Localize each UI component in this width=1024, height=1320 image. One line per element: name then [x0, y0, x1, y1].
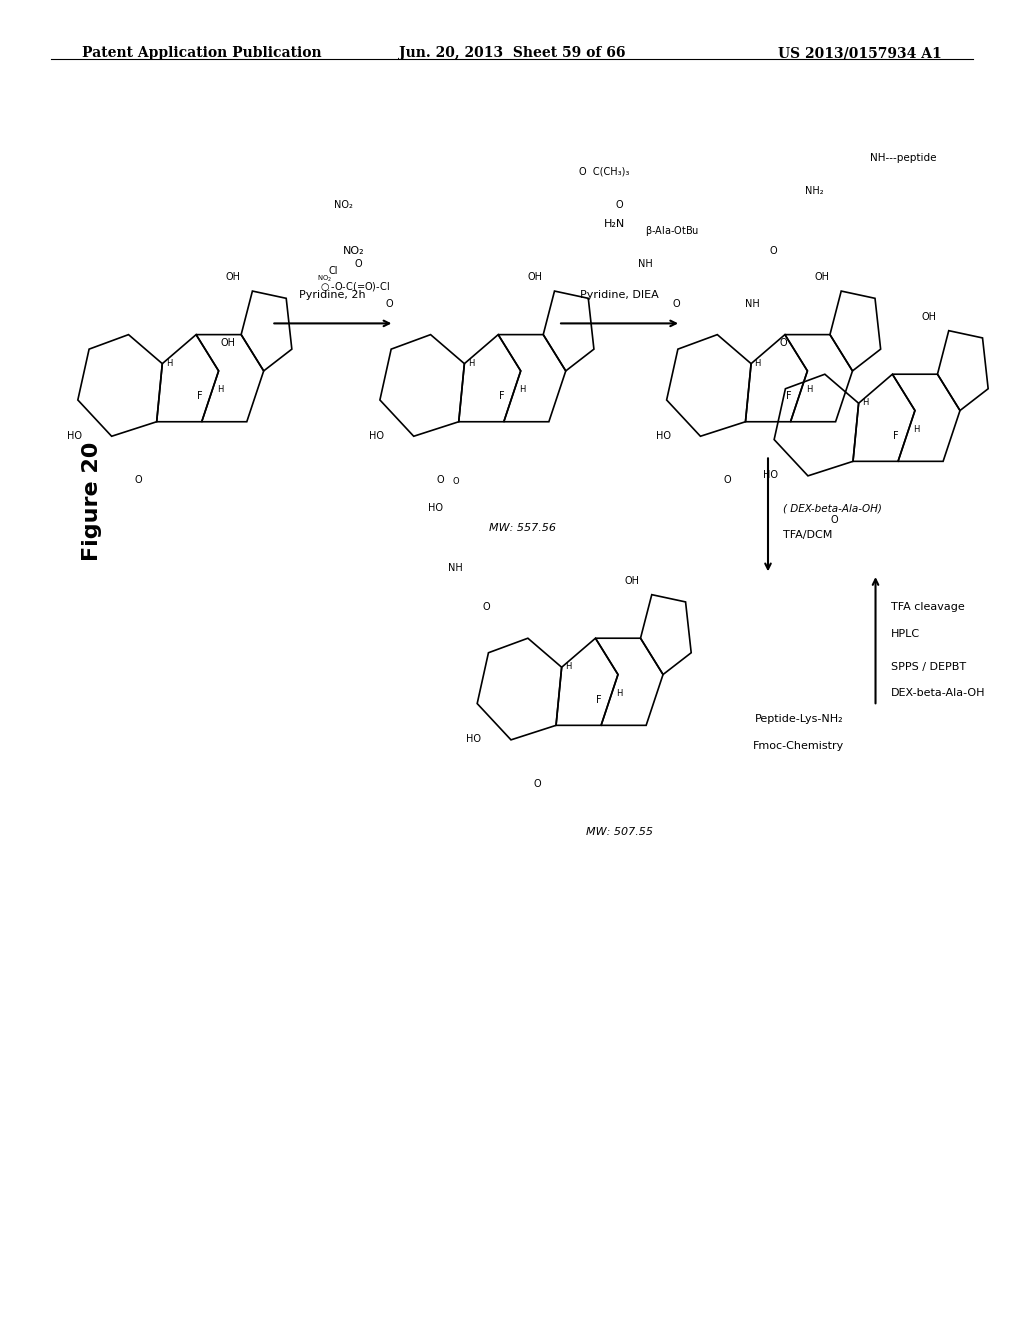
Text: NH---peptide: NH---peptide [870, 153, 937, 164]
Text: O: O [779, 338, 787, 348]
Text: H: H [913, 425, 920, 433]
Text: NH₂: NH₂ [805, 186, 823, 197]
Text: Pyridine, DIEA: Pyridine, DIEA [581, 289, 658, 300]
Text: OH: OH [625, 576, 640, 586]
Text: $\rm \overset{NO_2}{\bigcirc}$-O-C(=O)-Cl: $\rm \overset{NO_2}{\bigcirc}$-O-C(=O)-C… [316, 273, 390, 294]
Text: O: O [534, 779, 542, 789]
Text: O: O [385, 298, 393, 309]
Text: Fmoc-Chemistry: Fmoc-Chemistry [753, 741, 845, 751]
Text: F: F [596, 694, 602, 705]
Text: O: O [436, 475, 444, 486]
Text: MW: 557.56: MW: 557.56 [488, 523, 556, 533]
Text: H: H [519, 385, 525, 393]
Text: HO: HO [466, 734, 481, 744]
Text: TFA cleavage: TFA cleavage [891, 602, 965, 612]
Text: NO₂: NO₂ [334, 199, 352, 210]
Text: H: H [217, 385, 223, 393]
Text: HO: HO [763, 470, 778, 480]
Text: OH: OH [225, 272, 241, 282]
Text: DEX-beta-Ala-OH: DEX-beta-Ala-OH [891, 688, 985, 698]
Text: HPLC: HPLC [891, 628, 920, 639]
Text: OH: OH [527, 272, 543, 282]
Text: $\rm \beta$-Ala-OtBu: $\rm \beta$-Ala-OtBu [645, 224, 699, 238]
Text: HO: HO [655, 430, 671, 441]
Text: H: H [806, 385, 812, 393]
Text: HO: HO [67, 430, 82, 441]
Text: F: F [893, 430, 899, 441]
Text: HO: HO [369, 430, 384, 441]
Text: OH: OH [814, 272, 829, 282]
Text: Patent Application Publication: Patent Application Publication [82, 46, 322, 61]
Text: O: O [134, 475, 142, 486]
Text: F: F [785, 391, 792, 401]
Text: H: H [166, 359, 172, 367]
Text: O: O [830, 515, 839, 525]
Text: Pyridine, 2h: Pyridine, 2h [299, 289, 367, 300]
Text: O: O [615, 199, 624, 210]
Text: TFA/DCM: TFA/DCM [783, 529, 833, 540]
Text: H: H [862, 399, 868, 407]
Text: H₂N: H₂N [604, 219, 625, 230]
Text: F: F [197, 391, 203, 401]
Text: H: H [468, 359, 474, 367]
Text: OH: OH [220, 338, 236, 348]
Text: NH: NH [449, 562, 463, 573]
Text: Cl: Cl [328, 265, 338, 276]
Text: Jun. 20, 2013  Sheet 59 of 66: Jun. 20, 2013 Sheet 59 of 66 [398, 46, 626, 61]
Text: H: H [616, 689, 623, 697]
Text: O: O [769, 246, 777, 256]
Text: O: O [453, 478, 459, 486]
Text: NH: NH [638, 259, 652, 269]
Text: O: O [482, 602, 490, 612]
Text: NO₂: NO₂ [342, 246, 365, 256]
Text: US 2013/0157934 A1: US 2013/0157934 A1 [778, 46, 942, 61]
Text: Peptide-Lys-NH₂: Peptide-Lys-NH₂ [755, 714, 843, 725]
Text: HO: HO [428, 503, 442, 513]
Text: Figure 20: Figure 20 [82, 442, 102, 561]
Text: O: O [354, 259, 362, 269]
Text: O: O [672, 298, 680, 309]
Text: H: H [755, 359, 761, 367]
Text: H: H [565, 663, 571, 671]
Text: O  C(CH₃)₃: O C(CH₃)₃ [579, 166, 630, 177]
Text: O: O [723, 475, 731, 486]
Text: SPPS / DEPBT: SPPS / DEPBT [891, 661, 966, 672]
Text: NH: NH [745, 298, 760, 309]
Text: OH: OH [922, 312, 937, 322]
Text: MW: 507.55: MW: 507.55 [586, 826, 653, 837]
Text: ( DEX-beta-Ala-OH): ( DEX-beta-Ala-OH) [783, 503, 883, 513]
Text: F: F [499, 391, 505, 401]
